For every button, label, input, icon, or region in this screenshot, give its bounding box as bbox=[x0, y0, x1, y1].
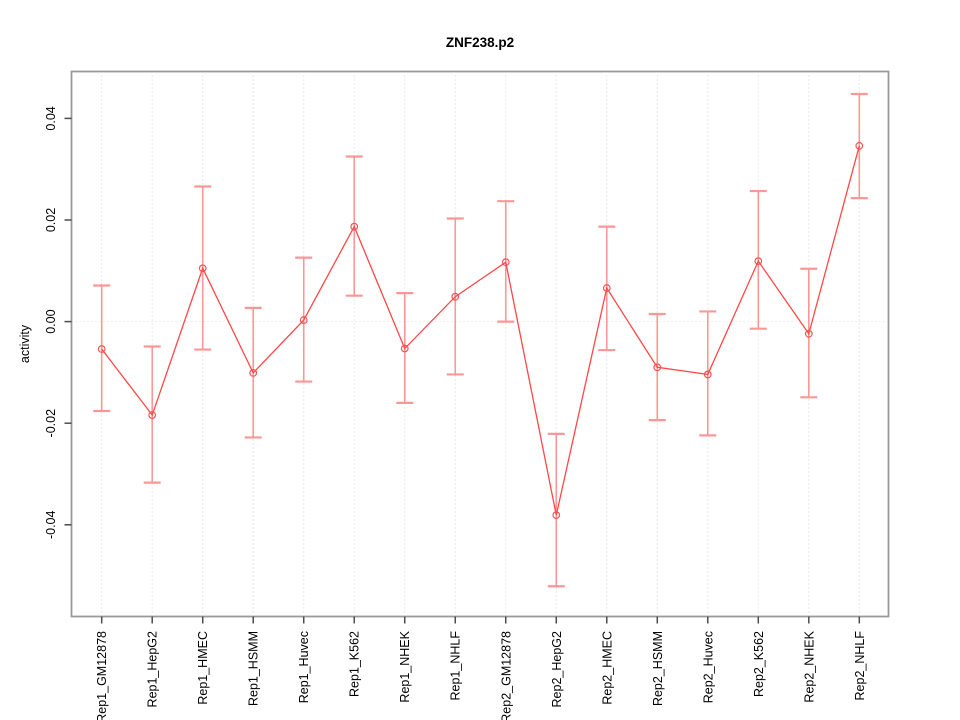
data-point-marker bbox=[653, 363, 662, 372]
x-category-label: Rep1_NHEK bbox=[398, 630, 412, 702]
x-category-label: Rep2_K562 bbox=[752, 631, 766, 697]
x-category-label: Rep2_GM12878 bbox=[499, 631, 513, 720]
data-point-marker bbox=[804, 329, 813, 338]
x-category-label: Rep2_NHEK bbox=[802, 630, 816, 702]
data-point-marker bbox=[249, 369, 258, 377]
y-tick-label: -0.02 bbox=[44, 409, 58, 438]
x-category-label: Rep1_NHLF bbox=[449, 631, 463, 701]
x-category-label: Rep1_HepG2 bbox=[146, 631, 160, 707]
data-point-marker bbox=[501, 258, 510, 267]
data-point-marker bbox=[451, 292, 460, 301]
x-category-label: Rep2_HMEC bbox=[600, 631, 614, 705]
y-tick-label: -0.04 bbox=[44, 511, 58, 540]
data-point-marker bbox=[754, 257, 763, 266]
x-category-label: Rep2_HSMM bbox=[651, 631, 665, 706]
x-category-label: Rep2_HepG2 bbox=[550, 631, 564, 707]
data-point-marker bbox=[299, 316, 308, 324]
data-point-marker bbox=[198, 264, 207, 273]
data-point-marker bbox=[400, 344, 409, 353]
data-point-marker bbox=[97, 345, 106, 353]
data-point-marker bbox=[602, 284, 611, 292]
data-point-marker bbox=[552, 511, 561, 520]
x-category-label: Rep1_GM12878 bbox=[95, 631, 109, 720]
y-axis-title: activity bbox=[18, 324, 32, 363]
data-point-marker bbox=[148, 411, 157, 419]
data-point-marker bbox=[703, 370, 712, 379]
chart-title: ZNF238.p2 bbox=[446, 35, 514, 50]
data-point-marker bbox=[855, 141, 864, 150]
y-tick-label: 0.04 bbox=[44, 106, 58, 130]
plot-box bbox=[70, 70, 890, 618]
x-category-label: Rep1_Huvec bbox=[297, 631, 311, 703]
x-category-label: Rep2_Huvec bbox=[701, 631, 715, 703]
data-point-marker bbox=[350, 222, 359, 231]
x-category-label: Rep1_HMEC bbox=[196, 631, 210, 705]
x-category-label: Rep2_NHLF bbox=[853, 631, 867, 701]
y-tick-label: 0.02 bbox=[44, 208, 58, 232]
y-tick-label: 0.00 bbox=[44, 309, 58, 333]
x-category-label: Rep1_K562 bbox=[348, 631, 362, 697]
x-category-label: Rep1_HSMM bbox=[247, 631, 261, 706]
series-line bbox=[101, 145, 860, 516]
